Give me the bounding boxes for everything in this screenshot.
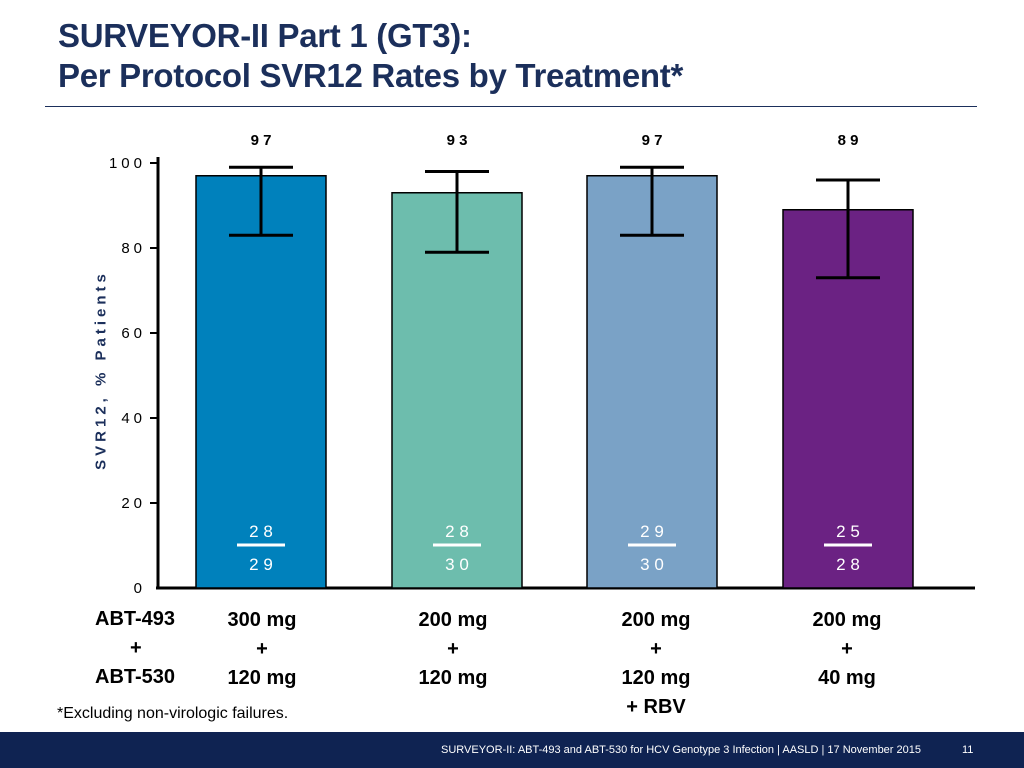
dose-line: 200 mg xyxy=(418,609,488,631)
row-label-abt-493: ABT-493 xyxy=(95,608,176,630)
row-label-abt-530: ABT-530 xyxy=(95,666,176,688)
bar-numerator-label: 2 9 xyxy=(640,522,664,541)
bar-value-label: 9 7 xyxy=(642,132,663,149)
dose-line: 300 mg xyxy=(227,609,297,631)
dose-line: + xyxy=(256,638,268,660)
y-tick-label: 40 xyxy=(121,410,146,427)
title-divider xyxy=(45,106,977,107)
bar-denominator-label: 2 9 xyxy=(249,555,273,574)
dose-group-4: 200 mg + 40 mg xyxy=(767,606,927,693)
bar xyxy=(586,175,718,589)
bar-numerator-label: 2 5 xyxy=(836,522,860,541)
footer-bar: SURVEYOR-II: ABT-493 and ABT-530 for HCV… xyxy=(0,732,1024,768)
dose-line: + RBV xyxy=(626,696,686,718)
y-tick-label: 80 xyxy=(121,240,146,257)
slide-title-line-2: Per Protocol SVR12 Rates by Treatment* xyxy=(58,57,683,94)
bar xyxy=(195,175,327,589)
y-tick-label: 20 xyxy=(121,495,146,512)
bar-value-label: 9 7 xyxy=(251,132,272,149)
bar-value-label: 9 3 xyxy=(447,132,468,149)
bar-denominator-label: 3 0 xyxy=(445,555,469,574)
dose-line: + xyxy=(650,638,662,660)
page-number: 11 xyxy=(962,744,974,756)
dose-group-1: 300 mg + 120 mg xyxy=(182,606,342,693)
dose-line: 120 mg xyxy=(621,667,691,689)
bar-numerator-label: 2 8 xyxy=(249,522,273,541)
slide-title: SURVEYOR-II Part 1 (GT3): Per Protocol S… xyxy=(58,16,683,96)
footer-text: SURVEYOR-II: ABT-493 and ABT-530 for HCV… xyxy=(441,744,921,756)
dose-line: 200 mg xyxy=(621,609,691,631)
bar-numerator-label: 2 8 xyxy=(445,522,469,541)
y-tick-label: 100 xyxy=(109,155,146,172)
footnote: *Excluding non-virologic failures. xyxy=(57,705,289,722)
dose-line: + xyxy=(447,638,459,660)
y-tick-label: 0 xyxy=(134,580,146,597)
bar-denominator-label: 2 8 xyxy=(836,555,860,574)
dose-line: 120 mg xyxy=(418,667,488,689)
y-tick-label: 60 xyxy=(121,325,146,342)
bar-value-label: 8 9 xyxy=(838,132,859,149)
dose-line: 40 mg xyxy=(818,667,876,689)
dose-line: 200 mg xyxy=(812,609,882,631)
slide-title-line-1: SURVEYOR-II Part 1 (GT3): xyxy=(58,17,472,54)
dose-group-2: 200 mg + 120 mg xyxy=(373,606,533,693)
dose-group-3: 200 mg + 120 mg + RBV xyxy=(576,606,736,722)
y-axis-label: SVR12, % Patients xyxy=(92,270,110,470)
dose-line: + xyxy=(841,638,853,660)
bar-denominator-label: 3 0 xyxy=(640,555,664,574)
dose-line: 120 mg xyxy=(227,667,297,689)
row-label-plus: + xyxy=(130,637,142,659)
bar xyxy=(391,192,523,589)
